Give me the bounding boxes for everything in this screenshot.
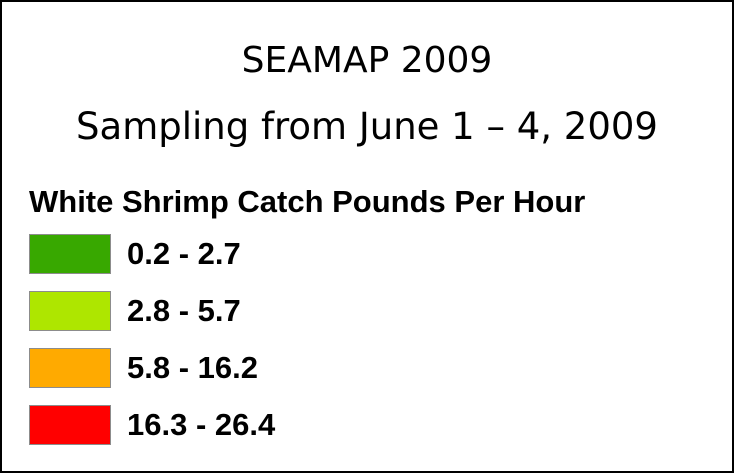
legend-label: 5.8 - 16.2 — [127, 350, 258, 385]
legend-swatch — [29, 291, 111, 331]
legend-label: 16.3 - 26.4 — [127, 407, 276, 442]
legend-swatch — [29, 405, 111, 445]
legend-swatch — [29, 234, 111, 274]
legend-title: White Shrimp Catch Pounds Per Hour — [29, 184, 586, 219]
map-title: SEAMAP 2009 — [241, 40, 493, 81]
map-subtitle: Sampling from June 1 – 4, 2009 — [76, 105, 658, 148]
legend-label: 2.8 - 5.7 — [127, 293, 241, 328]
legend-swatch — [29, 348, 111, 388]
legend-label: 0.2 - 2.7 — [127, 236, 241, 271]
